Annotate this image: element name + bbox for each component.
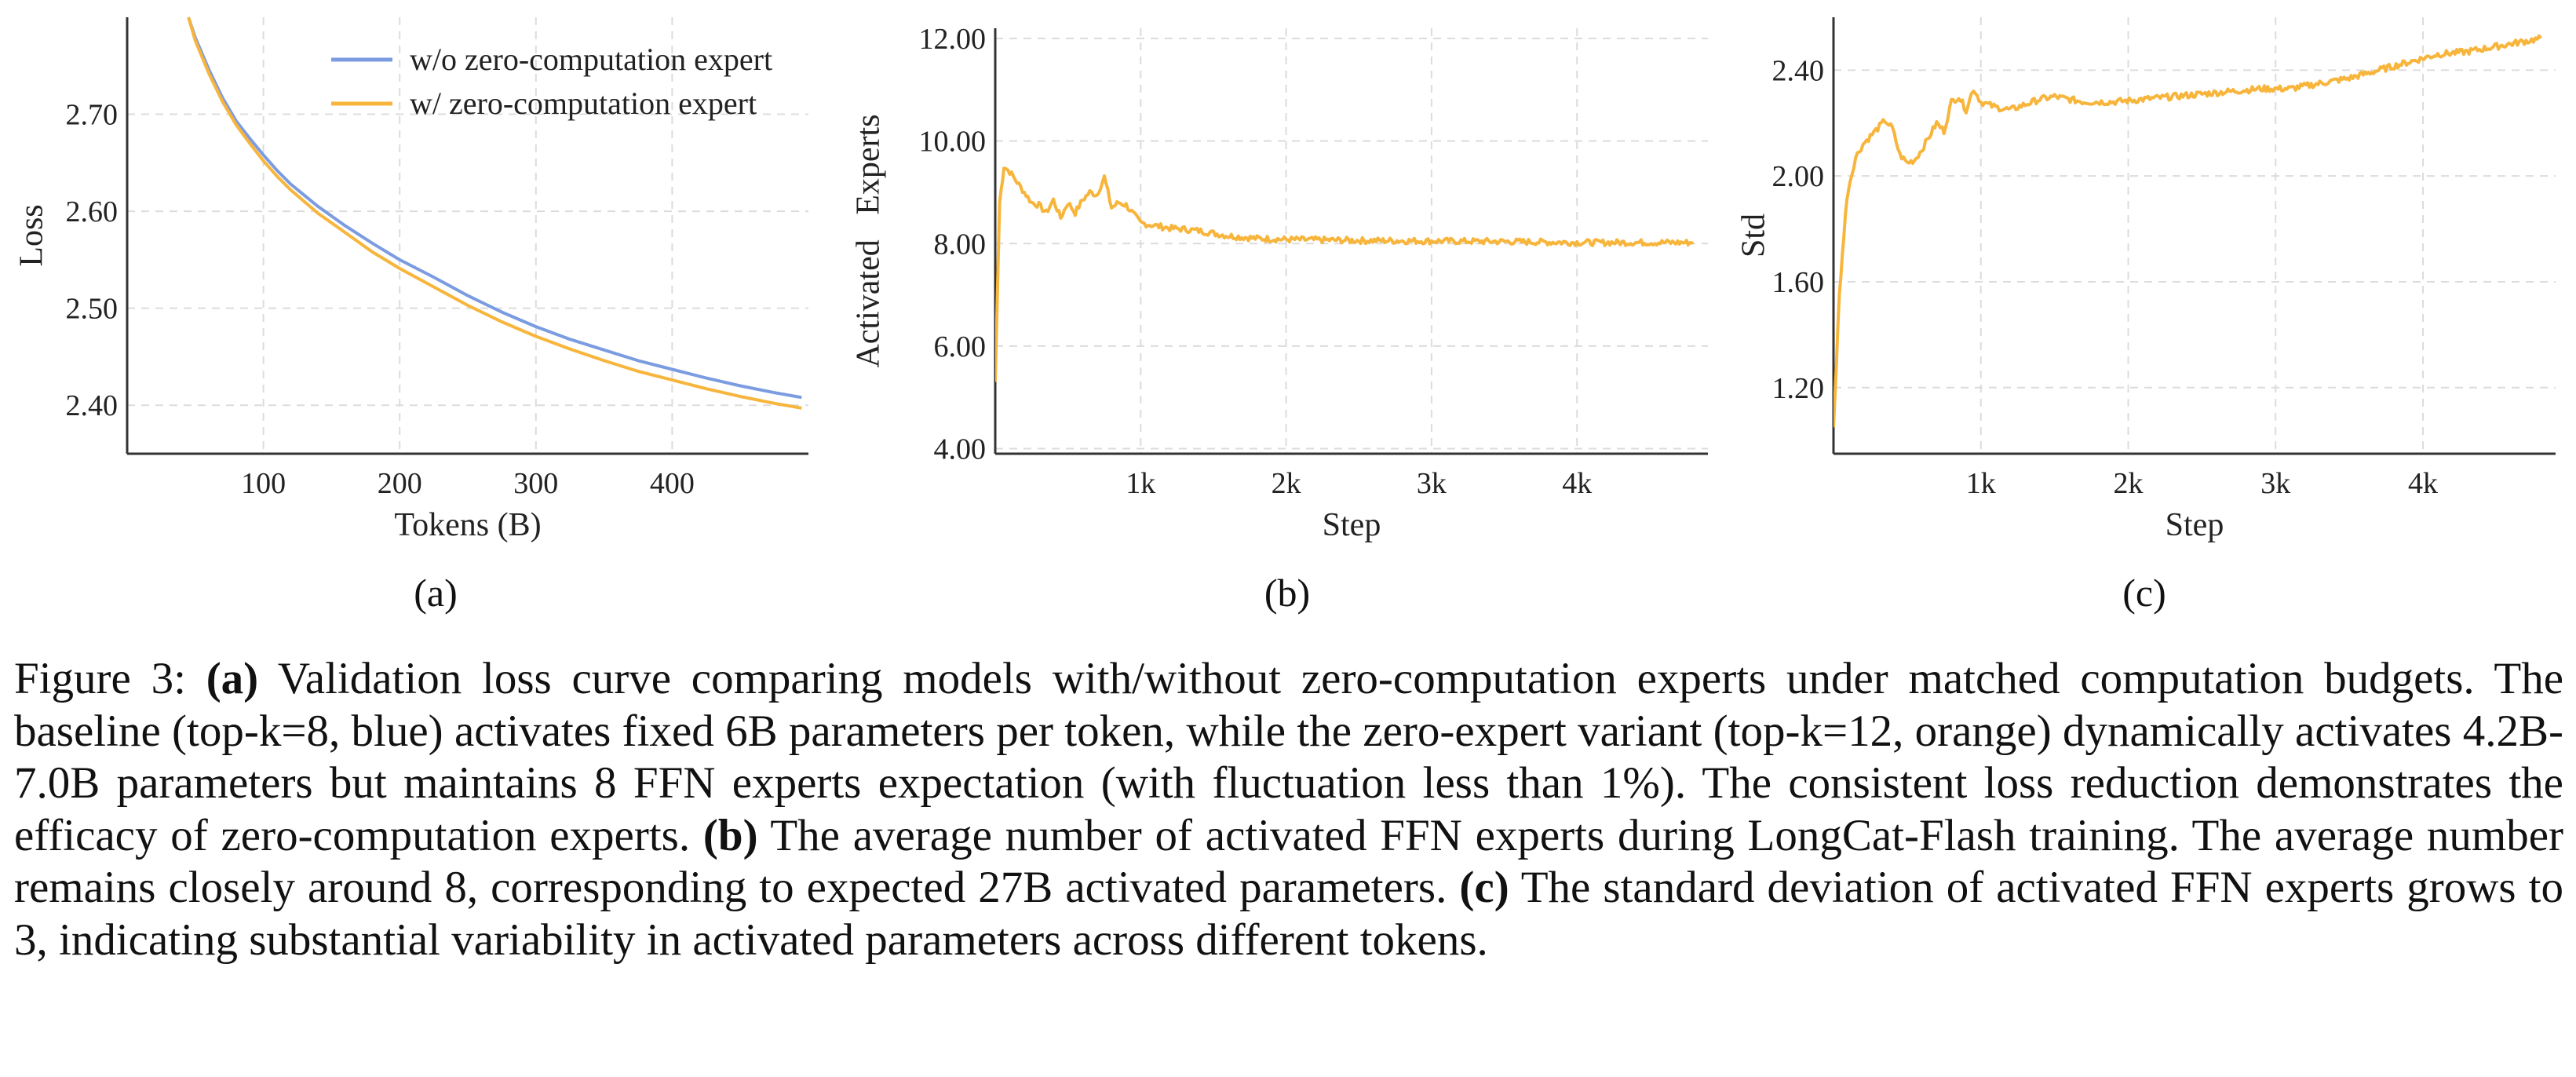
caption-c-label: (c) [1459,863,1509,912]
x-tick-label: 200 [378,467,422,500]
x-tick-label: 1k [1966,467,1996,500]
y-tick-label: 1.60 [1772,266,1825,299]
y-axis-label: Std [1736,214,1772,257]
series-line [1833,34,2542,428]
series-line-with-zero-expert [187,16,802,410]
x-axis-label: Step [1323,507,1381,543]
y-tick-label: 8.00 [934,228,987,261]
x-tick-label: 2k [2114,467,2144,500]
chart-panel-a: 100 200 300 400 2.40 2.50 2.60 2.70 Tokens (B) Lo… [14,16,808,615]
x-tick-label: 4k [1562,467,1592,500]
x-tick-label: 300 [513,467,558,500]
x-tick-label: 3k [1417,467,1447,500]
x-tick-label: 2k [1272,467,1301,500]
caption-b-text: The average number of activated FFN expe… [14,810,2563,913]
figure-caption: Figure 3: (a) Validation loss curve comp… [14,653,2563,966]
x-tick-label: 400 [650,467,695,500]
y-axis-label: Activated Experts [851,114,887,367]
y-tick-label: 10.00 [919,126,987,159]
x-tick-label: 4k [2408,467,2438,500]
y-tick-label: 6.00 [934,330,987,363]
y-tick-label: 12.00 [919,23,987,56]
x-tick-label: 3k [2260,467,2290,500]
figure-charts: 100 200 300 400 2.40 2.50 2.60 2.70 Tokens (B) Lo… [14,16,2556,615]
chart-panel-c: 1k 2k 3k 4k 1.20 1.60 2.00 2.40 Step Std (c) [1736,17,2556,615]
y-tick-label: 2.00 [1772,160,1825,193]
series-line [995,166,1695,382]
legend-entry: w/o zero-computation expert [410,42,772,77]
legend-entry: w/ zero-computation expert [410,86,757,121]
x-axis-label: Step [2166,507,2224,543]
y-tick-label: 4.00 [934,433,987,465]
y-axis-label: Loss [14,204,50,266]
panel-label: (b) [1264,571,1310,615]
caption-b-label: (b) [702,810,758,860]
x-tick-label: 1k [1126,467,1155,500]
y-tick-label: 2.60 [66,195,119,228]
y-tick-label: 2.40 [1772,54,1825,87]
caption-a-text: Validation loss curve comparing models w… [14,654,2564,860]
panel-label: (a) [414,571,458,615]
y-tick-label: 2.40 [66,389,119,422]
x-axis-label: Tokens (B) [394,507,541,543]
panel-label: (c) [2122,571,2166,615]
series-line-without-zero-expert [187,16,802,400]
y-tick-label: 2.50 [66,293,119,326]
caption-figure-label: Figure 3: [14,654,186,703]
x-tick-label: 100 [241,467,286,500]
caption-c-text: The standard deviation of activated FFN … [14,863,2563,965]
chart-panel-b: 1k 2k 3k 4k 4.00 6.00 8.00 10.00 12.00 Step Activa… [851,23,1708,615]
y-tick-label: 1.20 [1772,372,1825,405]
y-tick-label: 2.70 [66,99,119,132]
caption-a-label: (a) [206,654,259,703]
